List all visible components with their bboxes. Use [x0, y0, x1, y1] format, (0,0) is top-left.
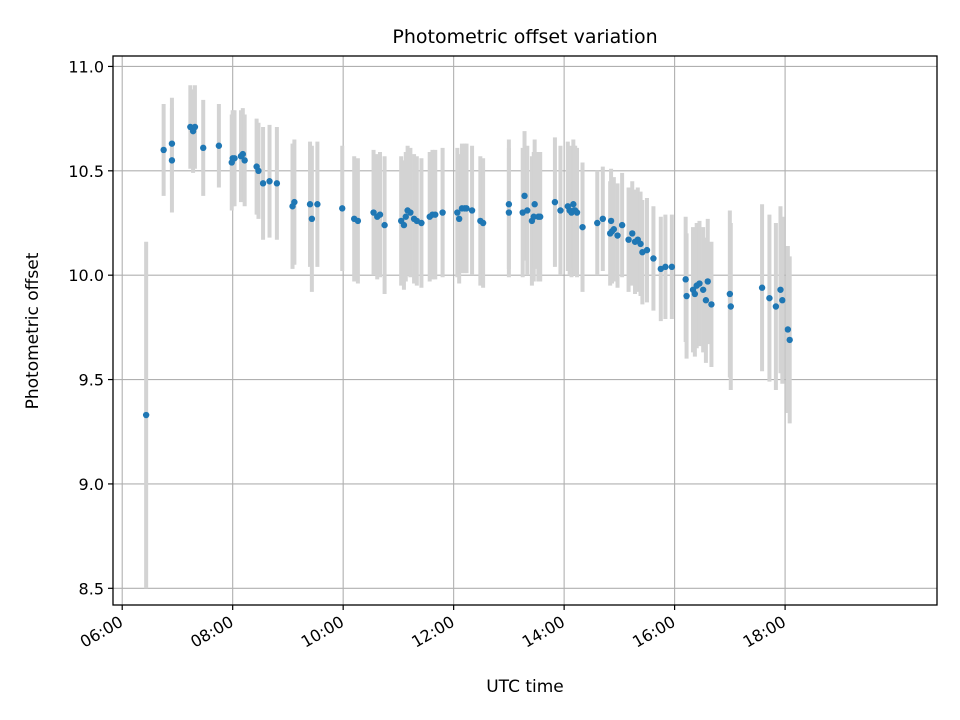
data-point — [455, 215, 463, 223]
data-point — [168, 157, 176, 164]
data-point — [314, 201, 321, 208]
data-point — [259, 180, 267, 187]
plot-frame — [112, 55, 938, 606]
data-point — [536, 213, 544, 220]
data-point — [439, 209, 446, 216]
data-point — [708, 301, 715, 308]
data-point — [702, 297, 710, 304]
data-point — [381, 221, 388, 229]
data-point — [168, 140, 176, 147]
data-point — [160, 146, 167, 154]
data-point — [579, 223, 586, 231]
data-points — [142, 123, 793, 419]
data-point — [402, 213, 409, 220]
data-point — [407, 209, 414, 216]
data-point — [696, 280, 703, 287]
data-point — [551, 198, 559, 206]
data-point — [241, 157, 248, 164]
data-point — [726, 290, 734, 298]
data-point — [273, 180, 281, 187]
data-point — [777, 286, 784, 293]
data-point — [610, 226, 618, 233]
data-point — [779, 297, 786, 304]
y-tick-label: 9.0 — [79, 475, 104, 494]
data-point — [668, 263, 676, 271]
data-point — [727, 303, 734, 310]
data-point — [599, 215, 606, 223]
data-point — [784, 326, 792, 333]
data-point — [662, 263, 669, 271]
data-point — [191, 123, 199, 131]
data-point — [699, 286, 707, 293]
data-point — [614, 232, 621, 239]
grid — [113, 56, 937, 605]
data-point — [629, 230, 636, 237]
y-tick-label: 10.0 — [68, 266, 104, 285]
data-point — [618, 221, 626, 229]
data-point — [625, 236, 632, 243]
x-axis-title: UTC time — [486, 677, 564, 697]
data-point — [594, 219, 601, 227]
data-point — [266, 178, 273, 185]
data-point — [704, 278, 711, 285]
y-tick-label: 9.5 — [79, 371, 104, 390]
data-point — [766, 294, 773, 302]
data-point — [376, 211, 384, 218]
data-point — [370, 209, 377, 216]
data-point — [255, 167, 262, 175]
data-point — [400, 221, 408, 229]
data-point — [308, 215, 316, 223]
data-point — [691, 290, 699, 298]
y-tick-label: 10.5 — [68, 162, 104, 181]
data-point — [607, 217, 615, 225]
data-point — [524, 207, 531, 214]
data-point — [521, 192, 528, 200]
data-point — [200, 144, 207, 152]
data-point — [682, 276, 689, 283]
data-point — [142, 411, 150, 419]
data-point — [637, 240, 644, 248]
data-point — [683, 292, 690, 300]
data-point — [354, 217, 362, 225]
data-point — [468, 207, 476, 214]
data-point — [505, 201, 513, 208]
data-point — [432, 211, 439, 218]
data-point — [454, 209, 461, 216]
data-point — [306, 201, 314, 208]
data-point — [573, 209, 581, 216]
data-point — [215, 142, 223, 149]
data-point — [531, 201, 538, 208]
data-point — [786, 336, 793, 344]
data-point — [463, 205, 470, 212]
data-point — [643, 246, 651, 254]
data-point — [650, 255, 657, 262]
chart-title: Photometric offset variation — [392, 26, 657, 48]
data-point — [758, 284, 766, 291]
data-point — [291, 198, 298, 206]
data-point — [418, 219, 425, 227]
y-axis-title: Photometric offset — [23, 252, 43, 409]
data-point — [239, 150, 247, 158]
data-point — [505, 209, 513, 216]
data-point — [339, 205, 346, 212]
data-point — [772, 303, 780, 310]
data-point — [231, 155, 238, 162]
data-point — [479, 219, 487, 227]
data-point — [570, 201, 577, 208]
y-tick-label: 11.0 — [68, 57, 104, 76]
data-point — [530, 213, 537, 220]
y-tick-label: 8.5 — [79, 579, 104, 598]
data-point — [557, 207, 564, 214]
